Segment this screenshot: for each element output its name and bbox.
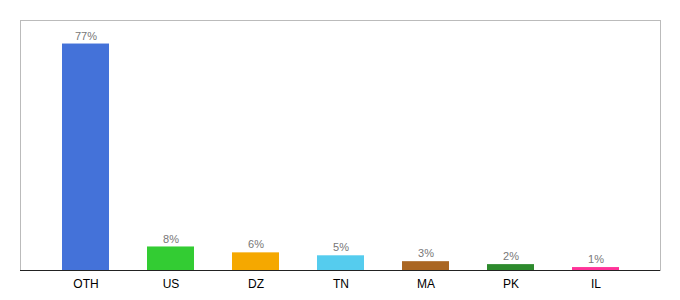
svg-text:US: US	[163, 277, 180, 291]
svg-text:DZ: DZ	[248, 277, 264, 291]
svg-text:MA: MA	[417, 277, 435, 291]
svg-text:PK: PK	[503, 277, 519, 291]
svg-text:5%: 5%	[333, 241, 349, 253]
svg-text:IL: IL	[591, 277, 601, 291]
svg-text:77%: 77%	[75, 30, 97, 42]
svg-text:1%: 1%	[588, 253, 604, 265]
svg-text:TN: TN	[333, 277, 349, 291]
svg-text:6%: 6%	[248, 238, 264, 250]
svg-text:8%: 8%	[163, 232, 179, 244]
svg-text:3%: 3%	[418, 247, 434, 259]
svg-text:OTH: OTH	[73, 277, 98, 291]
svg-text:2%: 2%	[503, 250, 519, 262]
